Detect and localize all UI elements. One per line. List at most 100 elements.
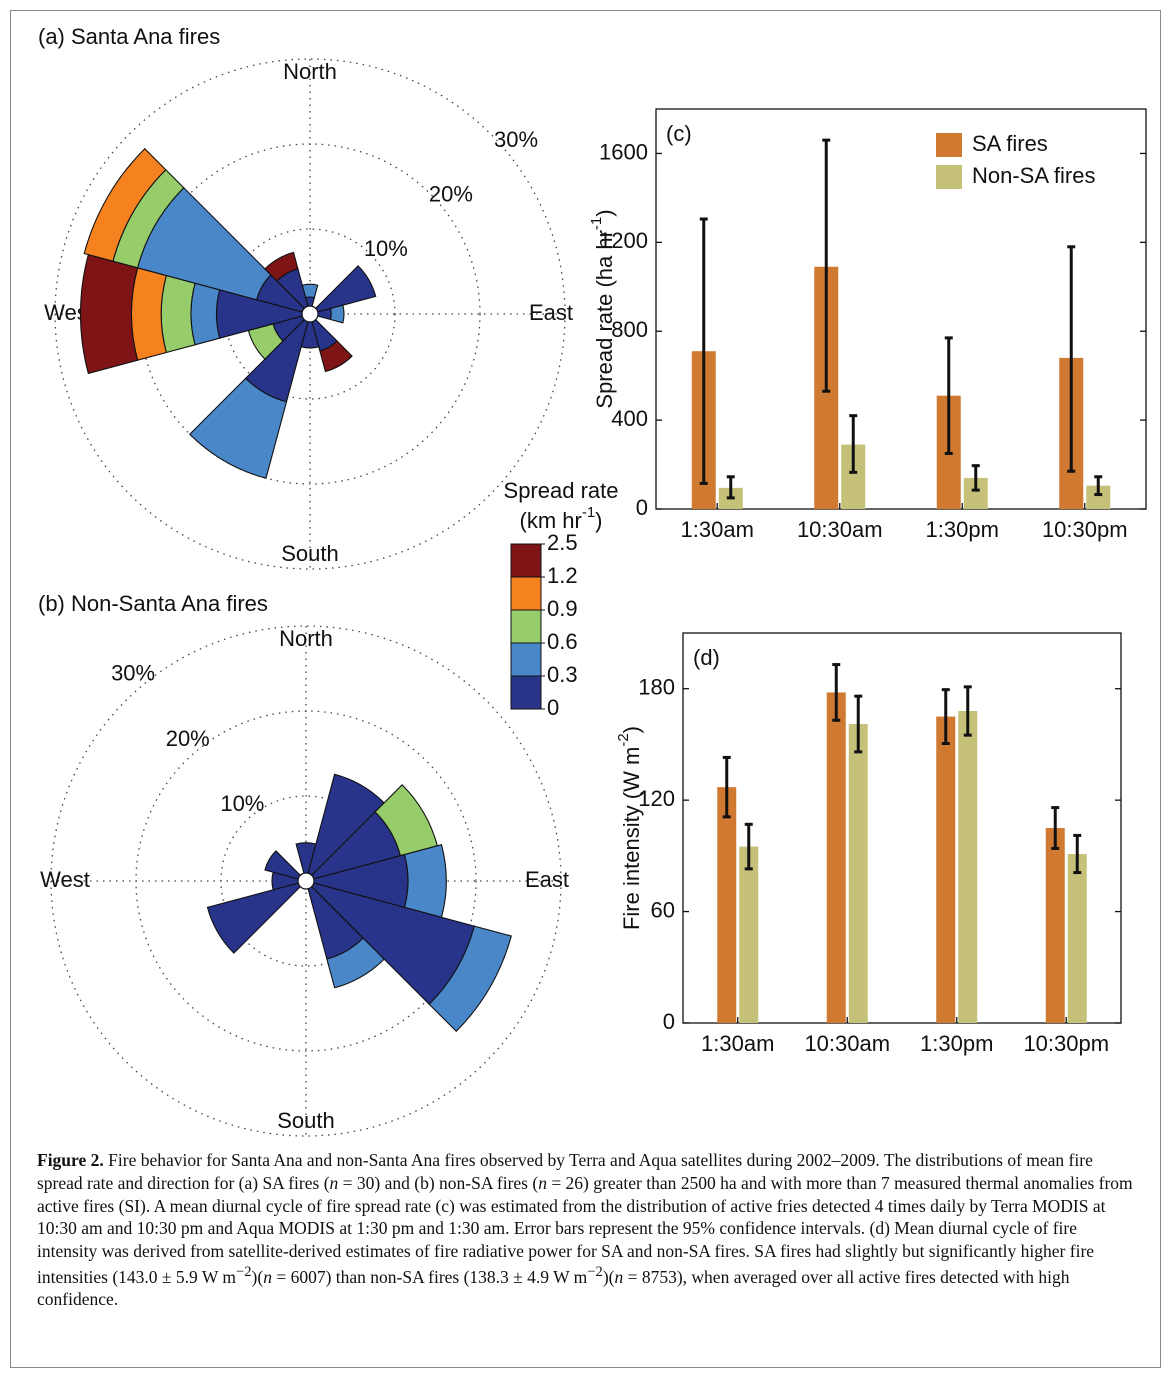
plot-frame — [682, 632, 1122, 1024]
rose-hole — [301, 305, 319, 323]
y-axis-label: Spread rate (ha hr — [592, 230, 617, 409]
rose-segment — [319, 340, 353, 373]
x-tick-label: 10:30pm — [1023, 1031, 1109, 1056]
rose-segment — [160, 274, 196, 354]
bar — [826, 692, 846, 1023]
y-tick-label: 800 — [611, 317, 648, 342]
legend-swatch — [936, 165, 962, 189]
ring-label: 20% — [166, 726, 210, 751]
colorbar-tick-label: 1.2 — [547, 563, 578, 588]
colorbar-unit: ) — [595, 508, 602, 533]
compass-label: South — [281, 541, 339, 566]
colorbar-tick-label: 2.5 — [547, 530, 578, 555]
x-tick-label: 1:30pm — [926, 517, 999, 542]
legend-label: SA fires — [972, 131, 1048, 156]
y-axis-label: Fire intensity (W m — [619, 747, 644, 930]
ring-label: 10% — [220, 791, 264, 816]
rose-segment — [79, 253, 139, 375]
panel-title: (a) Santa Ana fires — [38, 24, 220, 49]
caption-text: )( — [251, 1266, 264, 1287]
bar — [1045, 828, 1065, 1023]
rose-segment — [326, 937, 385, 989]
panel-title: (b) Non-Santa Ana fires — [38, 591, 268, 616]
y-axis-label: Fire intensity (W m-2) — [615, 726, 643, 930]
caption-text: = 30) and (b) non-SA fires ( — [338, 1172, 539, 1193]
x-tick-label: 1:30am — [681, 517, 754, 542]
caption: Figure 2. Fire behavior for Santa Ana an… — [37, 1149, 1137, 1311]
rose-hole — [297, 872, 315, 890]
colorbar-swatch — [510, 675, 542, 710]
ring-label: 20% — [429, 182, 473, 207]
x-tick-label: 10:30am — [797, 517, 883, 542]
rose-segment — [264, 251, 299, 282]
rose-segment — [190, 282, 221, 346]
colorbar-swatch — [510, 609, 542, 644]
y-tick-label: 1200 — [599, 228, 648, 253]
panel-label: (d) — [693, 645, 720, 670]
colorbar-swatch — [510, 576, 542, 611]
rose-segment — [206, 879, 308, 954]
x-tick-label: 10:30am — [804, 1031, 890, 1056]
caption-text: = 26) greater than 2500 ha and with more… — [37, 1172, 1133, 1287]
ring-label: 30% — [111, 661, 155, 686]
y-axis-label: ) — [619, 726, 644, 733]
colorbar-unit: (km hr-1) — [520, 504, 603, 532]
compass-label: South — [277, 1108, 335, 1133]
colorbar-tick-label: 0 — [547, 695, 559, 720]
panel-label: (c) — [666, 121, 692, 146]
caption-text: n — [614, 1266, 624, 1287]
ring — [50, 625, 562, 1137]
y-tick-label: 180 — [638, 675, 675, 700]
compass-label: North — [279, 626, 333, 651]
caption-text: n — [329, 1172, 339, 1193]
y-axis-label-sup: -1 — [588, 217, 605, 230]
caption-text: = 6007) than non-SA fires (138.3 ± 4.9 W… — [271, 1266, 588, 1287]
caption-text: = 8753), when averaged over all active f… — [37, 1266, 1070, 1310]
bar — [958, 711, 978, 1023]
compass-label: East — [529, 300, 573, 325]
y-tick-label: 120 — [638, 786, 675, 811]
rose-segment — [189, 377, 288, 479]
figure-charts: 10% 20% 30% North East South West (a) Santa Ana… — [38, 24, 1147, 1137]
colorbar-tick-label: 0.6 — [547, 629, 578, 654]
ring — [135, 710, 477, 1052]
colorbar-swatch — [510, 642, 542, 677]
caption-label: Figure 2. — [37, 1150, 104, 1170]
ring-label: 10% — [364, 236, 408, 261]
x-tick-label: 1:30am — [701, 1031, 774, 1056]
rose-segment — [131, 267, 167, 361]
bar — [1067, 854, 1087, 1023]
legend-swatch — [936, 133, 962, 157]
ring — [54, 58, 566, 570]
colorbar-tick-label: 0.3 — [547, 662, 578, 687]
bar — [936, 716, 956, 1023]
plot-frame — [655, 108, 1147, 510]
rose-segment — [264, 850, 308, 883]
rose-segment — [428, 925, 512, 1033]
caption-text: n — [263, 1266, 272, 1287]
colorbar-tick-label: 0.9 — [547, 596, 578, 621]
y-tick-label: 1600 — [599, 139, 648, 164]
compass-label: North — [283, 59, 337, 84]
bar — [848, 724, 868, 1023]
bar — [739, 846, 759, 1023]
caption-text: Fire behavior for Santa Ana and non-Sant… — [37, 1150, 1093, 1193]
caption-text: −2 — [236, 1263, 252, 1280]
rose-segment — [301, 283, 319, 299]
colorbar-swatch — [510, 543, 542, 578]
x-tick-label: 1:30pm — [920, 1031, 993, 1056]
compass-label: East — [525, 867, 569, 892]
rose-segment — [308, 265, 377, 316]
figure: 10% 20% 30% North East South West (a) Santa Ana… — [10, 10, 1161, 1368]
y-axis-label: Spread rate (ha hr-1) — [588, 209, 616, 408]
caption-text: )( — [602, 1266, 615, 1287]
legend-label: Non-SA fires — [972, 163, 1096, 188]
colorbar-title: Spread rate — [504, 478, 619, 503]
caption-text: −2 — [587, 1263, 603, 1280]
bar — [1086, 485, 1111, 509]
colorbar-unit: (km hr — [520, 508, 582, 533]
x-tick-label: 10:30pm — [1042, 517, 1128, 542]
caption-text: n — [538, 1172, 547, 1193]
compass-label: West — [40, 867, 90, 892]
y-tick-label: 0 — [663, 1009, 675, 1034]
